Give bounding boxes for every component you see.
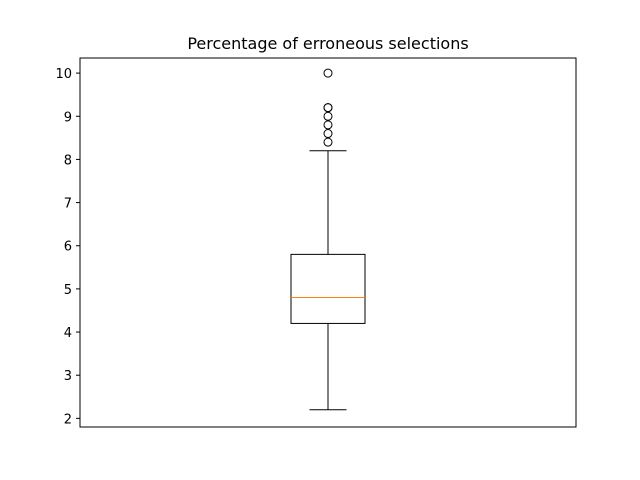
chart-title: Percentage of erroneous selections [187, 34, 468, 53]
y-tick-label: 6 [64, 240, 72, 255]
box-iqr [290, 253, 366, 324]
y-tick-label: 9 [64, 110, 72, 125]
outlier-point [323, 120, 333, 130]
plot-area [79, 57, 577, 428]
y-tick-label: 3 [64, 369, 72, 384]
y-tick-label: 7 [64, 197, 72, 212]
y-tick-label: 5 [64, 283, 72, 298]
y-tick-label: 2 [64, 412, 72, 427]
outlier-point [323, 103, 333, 113]
box-plot [290, 68, 366, 411]
y-axis: 2 3 4 5 6 7 8 9 10 [55, 67, 80, 427]
outlier-point [323, 68, 333, 78]
outlier-point [323, 137, 333, 147]
y-tick-label: 8 [64, 153, 72, 168]
outlier-point [323, 111, 333, 121]
y-tick-label: 4 [64, 326, 72, 341]
outlier-point [323, 129, 333, 139]
y-tick-label: 10 [55, 67, 72, 82]
